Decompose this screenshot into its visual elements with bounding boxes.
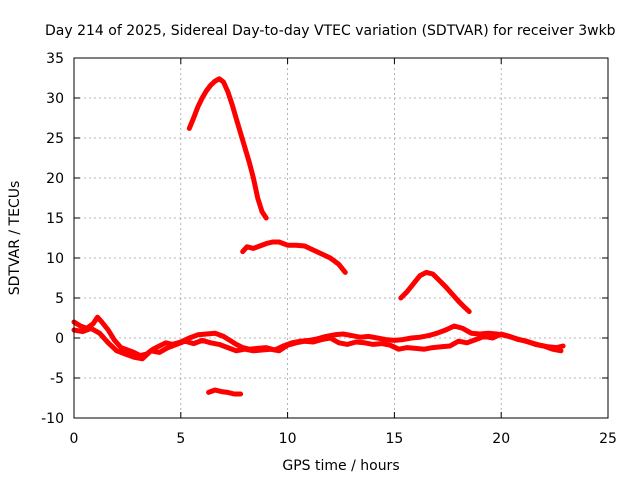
y-tick-label: 0: [55, 331, 64, 347]
y-tick-label: 5: [55, 291, 64, 307]
series-arc-4: [206, 387, 244, 397]
chart-title: Day 214 of 2025, Sidereal Day-to-day VTE…: [45, 23, 616, 39]
series-arc-1: [186, 76, 269, 221]
y-tick-label: 10: [46, 251, 64, 267]
y-tick-label: 20: [46, 171, 64, 187]
x-tick-label: 5: [176, 431, 185, 447]
x-tick-label: 0: [70, 431, 79, 447]
y-axis-label: SDTVAR / TECUs: [7, 181, 23, 296]
y-tick-label: -5: [50, 371, 64, 387]
y-tick-label: 30: [46, 91, 64, 107]
series-baseline-2: [71, 325, 564, 362]
x-tick-label: 15: [385, 431, 403, 447]
y-tick-label: -10: [41, 411, 64, 427]
grid: [74, 58, 608, 418]
x-tick-label: 20: [492, 431, 510, 447]
axes: 0 5 10 15 20 25 -10 -5 0 5 10 15 20 25 30 35: [41, 51, 617, 447]
y-tick-label: 35: [46, 51, 64, 67]
series-arc-2: [240, 239, 348, 275]
y-tick-label: 25: [46, 131, 64, 147]
series-arc-3: [398, 269, 472, 315]
x-tick-label: 10: [279, 431, 297, 447]
series-layer: [71, 76, 566, 397]
y-tick-label: 15: [46, 211, 64, 227]
x-tick-label: 25: [599, 431, 617, 447]
plot-frame: [73, 57, 609, 419]
x-axis-label: GPS time / hours: [282, 458, 399, 474]
